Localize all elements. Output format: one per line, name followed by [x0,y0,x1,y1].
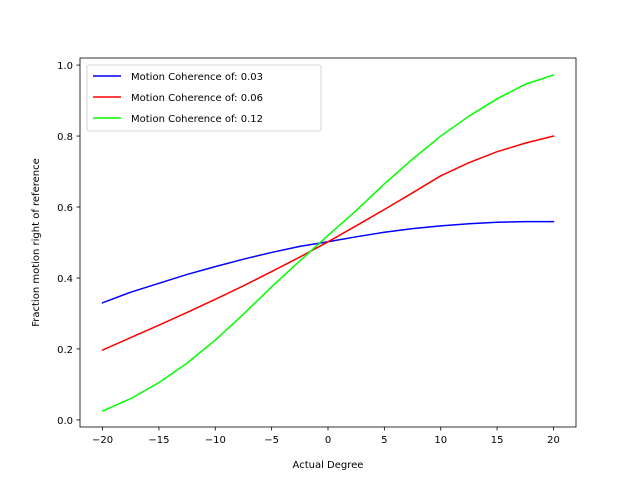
y-tick-label: 0.4 [57,274,73,285]
x-tick-label: 20 [547,435,560,446]
y-axis-label: Fraction motion right of reference [31,158,42,327]
y-tick-label: 0.6 [57,203,73,214]
x-tick-label: 10 [434,435,447,446]
legend: Motion Coherence of: 0.03 Motion Coherenc… [86,64,322,132]
x-tick-label: −15 [148,435,169,446]
x-tick-label: 5 [381,435,387,446]
legend-items: Motion Coherence of: 0.03 Motion Coherenc… [93,72,263,125]
y-tick-label: 0.2 [57,345,73,356]
y-tick-label: 0.0 [57,416,73,427]
legend-label-2: Motion Coherence of: 0.06 [131,93,263,104]
legend-label-1: Motion Coherence of: 0.03 [131,72,263,83]
y-tick-label: 1.0 [57,61,73,72]
legend-label-3: Motion Coherence of: 0.12 [131,114,263,125]
x-axis-ticks: −20 −15 −10 −5 0 5 10 15 20 [92,427,560,446]
series-line-2 [101,135,555,351]
legend-box [86,64,322,132]
x-tick-label: 0 [325,435,331,446]
series-line-3 [101,74,555,413]
x-axis-label: Actual Degree [293,460,364,471]
x-tick-label: 15 [491,435,504,446]
series-layer [101,74,555,413]
y-axis-ticks: 0.0 0.2 0.4 0.6 0.8 1.0 [57,61,80,427]
x-tick-label: −10 [205,435,226,446]
y-tick-label: 0.8 [57,132,73,143]
x-tick-label: −5 [264,435,279,446]
x-tick-label: −20 [92,435,113,446]
